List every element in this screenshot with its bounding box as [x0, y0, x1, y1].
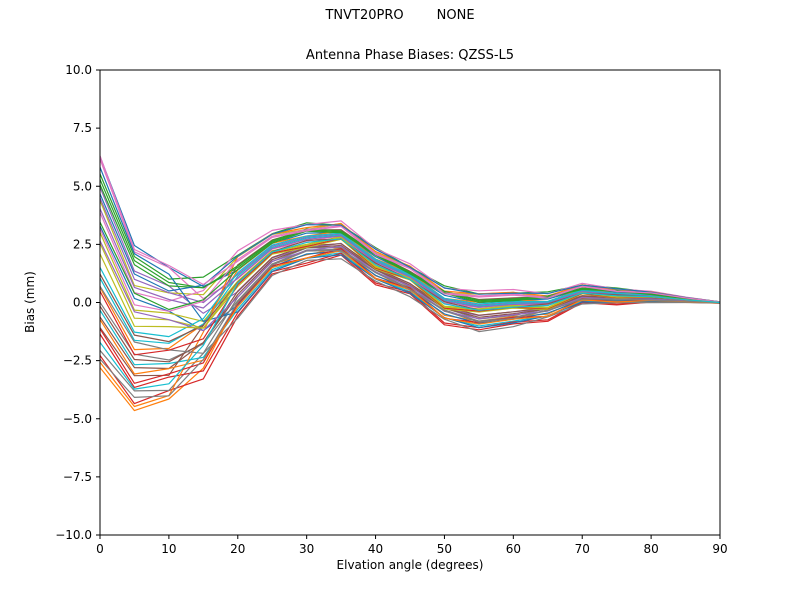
x-axis-label: Elvation angle (degrees) [336, 558, 484, 572]
y-tick-label: −2.5 [63, 354, 92, 368]
y-tick-label: −7.5 [63, 470, 92, 484]
y-tick-label: −10.0 [55, 528, 92, 542]
series-line [100, 236, 720, 329]
series-line [100, 184, 720, 303]
series-line [100, 173, 720, 303]
y-tick-label: 0.0 [73, 296, 92, 310]
series-line [100, 252, 720, 388]
y-tick-label: 5.0 [73, 179, 92, 193]
y-tick-label: 2.5 [73, 237, 92, 251]
figure-suptitle: TNVT20PRO NONE [325, 8, 475, 23]
x-tick-label: 90 [712, 542, 727, 556]
x-tick-label: 60 [506, 542, 521, 556]
series-line [100, 238, 720, 390]
x-tick-label: 50 [437, 542, 452, 556]
axes-title: Antenna Phase Biases: QZSS-L5 [305, 48, 515, 63]
series-line [100, 243, 720, 370]
x-tick-label: 20 [230, 542, 245, 556]
x-tick-label: 30 [299, 542, 314, 556]
series-line [100, 155, 720, 303]
series-line [100, 249, 720, 398]
series-line [100, 223, 720, 408]
y-tick-label: −5.0 [63, 412, 92, 426]
x-tick-label: 40 [368, 542, 383, 556]
x-tick-label: 70 [575, 542, 590, 556]
series-line [100, 258, 720, 354]
series-line [100, 193, 720, 303]
x-tick-label: 80 [643, 542, 658, 556]
x-tick-label: 10 [161, 542, 176, 556]
series-lines [100, 155, 720, 412]
x-tick-label: 0 [96, 542, 104, 556]
y-tick-label: 7.5 [73, 121, 92, 135]
y-tick-label: 10.0 [65, 63, 92, 77]
